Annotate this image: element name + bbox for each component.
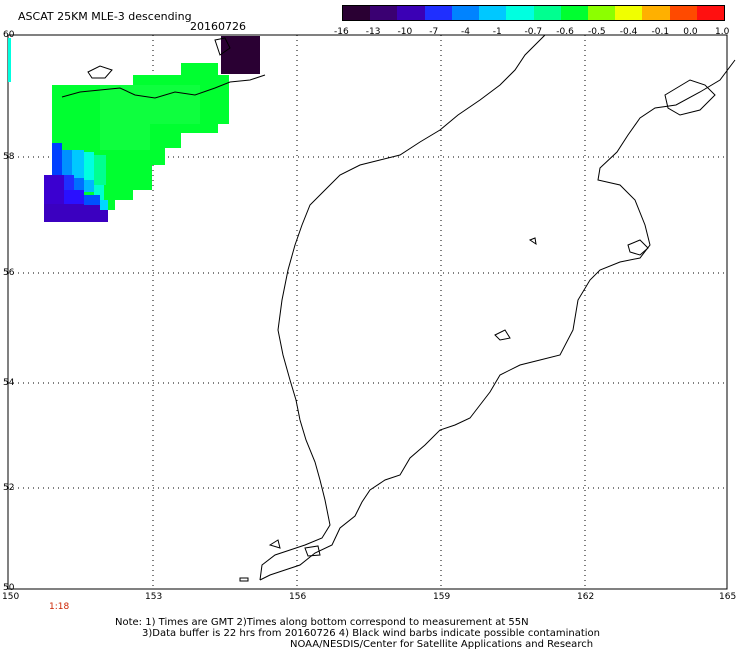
lon-label-153: 153 [145, 592, 163, 602]
lat-label-50: 50 [3, 583, 15, 593]
island [87, 65, 113, 79]
island [214, 37, 231, 56]
ascat-cell [44, 175, 64, 211]
island [494, 329, 511, 341]
colorbar-segment [479, 6, 507, 20]
ascat-cell [84, 152, 94, 182]
map-date: 20160726 [190, 20, 246, 33]
lon-label-156: 156 [289, 592, 307, 602]
colorbar-label: -10 [397, 27, 413, 37]
island [627, 239, 649, 256]
colorbar-label: -1 [492, 27, 502, 37]
colorbar-segment [560, 6, 588, 20]
north-coast [61, 74, 266, 99]
colorbar-segment [696, 6, 725, 20]
ascat-cell [64, 190, 84, 204]
map-title: ASCAT 25KM MLE-3 descending [18, 10, 192, 23]
colorbar-segment [669, 6, 697, 20]
island [528, 237, 537, 246]
ascat-data-cells [8, 36, 260, 222]
colorbar-segment [587, 6, 616, 20]
lat-label-60: 60 [3, 30, 15, 40]
colorbar-label: -13 [365, 27, 381, 37]
lat-label-56: 56 [3, 268, 15, 278]
ascat-cell [62, 175, 74, 190]
colorbar-segment [506, 6, 534, 20]
colorbar-label: -0.6 [556, 27, 574, 37]
ascat-cell [44, 204, 108, 222]
colorbar-label: -4 [461, 27, 470, 37]
colorbar-label: 1.0 [715, 27, 730, 37]
colorbar-segment [642, 6, 670, 20]
island [268, 539, 281, 549]
lon-label-162: 162 [577, 592, 595, 602]
colorbar-segment [343, 6, 371, 20]
lat-label-58: 58 [3, 152, 15, 162]
coastlines [61, 34, 736, 582]
colorbar-segment [451, 6, 480, 20]
lat-label-54: 54 [3, 378, 15, 388]
map-frame [7, 34, 728, 590]
note-line-2: 3)Data buffer is 22 hrs from 20160726 4)… [142, 628, 600, 639]
island [239, 577, 249, 582]
colorbar-segment [533, 6, 561, 20]
colorbar-label: -0.4 [619, 27, 638, 37]
colorbar-segment [397, 6, 425, 20]
note-line-3: NOAA/NESDIS/Center for Satellite Applica… [290, 639, 594, 650]
time-label: 1:18 [49, 602, 70, 612]
colorbar-label: -7 [429, 27, 439, 37]
colorbar-labels: -16 -13 -10 -7 -4 -1 -0.7 -0.6 -0.5 -0.4 -0.1 0.0 1.… [330, 27, 730, 39]
colorbar-label: -0.5 [588, 27, 606, 37]
note-line-1: Note: 1) Times are GMT 2)Times along bot… [115, 617, 529, 628]
colorbar-segment [615, 6, 643, 20]
colorbar-label: -0.7 [524, 27, 543, 37]
colorbar-segment [370, 6, 398, 20]
lon-label-159: 159 [433, 592, 451, 602]
ascat-cell [74, 178, 84, 190]
ascat-cell [84, 180, 94, 192]
colorbar-label: 0.0 [683, 27, 698, 37]
ascat-cyan-strip [8, 38, 11, 82]
island [664, 79, 716, 116]
colorbar [342, 5, 725, 21]
lon-label-165: 165 [719, 592, 737, 602]
island [304, 545, 321, 557]
ascat-cell [84, 195, 100, 205]
ascat-cell [100, 200, 108, 210]
colorbar-segment [424, 6, 452, 20]
lat-label-52: 52 [3, 483, 15, 493]
kamchatka-west-coast [259, 59, 736, 581]
ascat-cell [94, 185, 104, 200]
colorbar-label: -0.1 [651, 27, 670, 37]
ascat-cell [94, 155, 106, 185]
colorbar-label: -16 [334, 27, 349, 37]
ascat-green-shade [100, 85, 200, 150]
ascat-cell [72, 150, 84, 180]
ascat-cell [62, 150, 72, 180]
okhotsk-west-coast [259, 34, 546, 581]
ascat-cell [52, 143, 62, 183]
lon-label-150: 150 [2, 592, 20, 602]
